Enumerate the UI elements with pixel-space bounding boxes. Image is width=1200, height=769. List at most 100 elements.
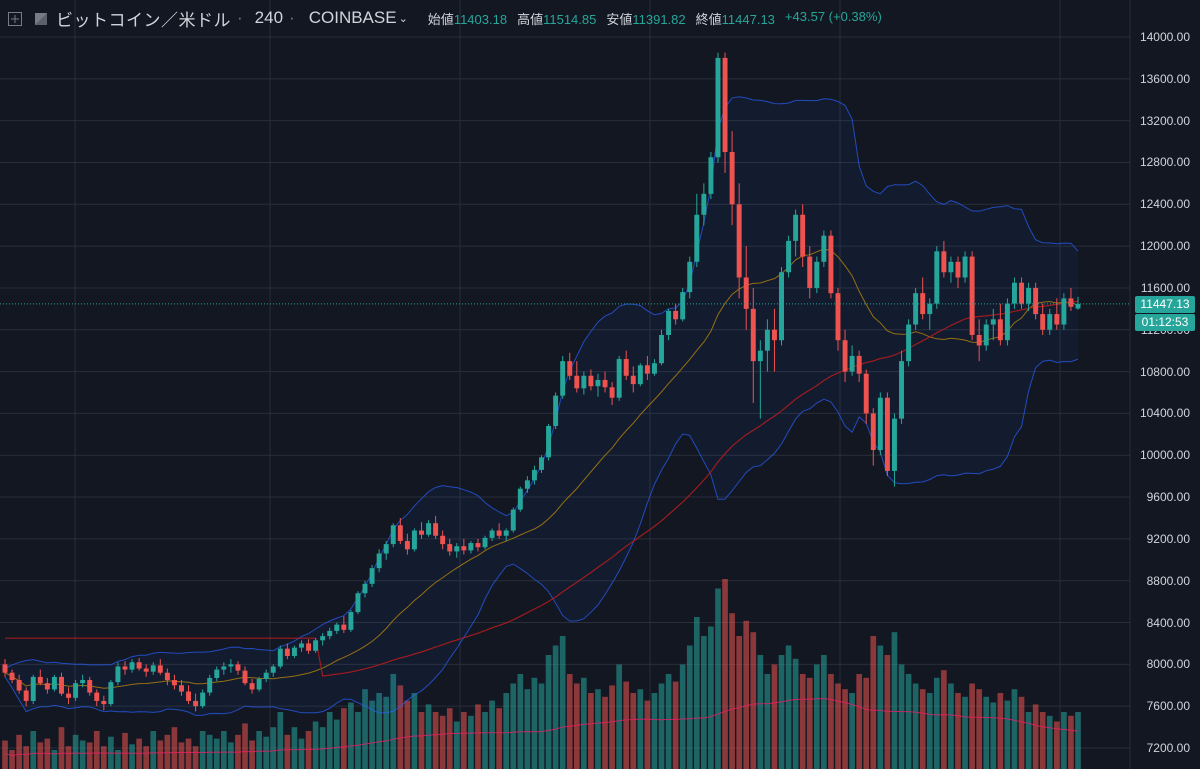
interval-label[interactable]: 240: [254, 8, 284, 27]
volume-bar: [23, 746, 30, 769]
volume-bar: [538, 683, 545, 769]
exchange-label[interactable]: COINBASE: [308, 8, 397, 27]
volume-bar: [432, 712, 439, 769]
volume-bar: [799, 674, 806, 769]
ohlc-close: 終値11447.13: [695, 11, 775, 27]
price-axis-label: 11600.00: [1140, 280, 1190, 295]
volume-bar: [658, 683, 665, 769]
candle-body: [355, 593, 361, 613]
candle-body: [30, 676, 36, 701]
candle-body: [341, 624, 347, 630]
volume-bar: [9, 750, 15, 769]
volume-bar: [990, 702, 997, 769]
volume-bar: [305, 731, 312, 769]
volume-bar: [926, 693, 933, 769]
volume-bar: [955, 693, 961, 769]
volume-ma-line: [4, 698, 1079, 757]
candle-body: [800, 214, 806, 257]
candle-body: [976, 334, 982, 346]
candle-body: [362, 583, 368, 594]
candle-body: [1004, 303, 1010, 341]
candle-body: [207, 677, 213, 693]
candle-body: [793, 214, 799, 241]
volume-bar: [489, 700, 495, 769]
volume-bar: [446, 708, 453, 769]
moving-average-long-line: [5, 300, 1079, 677]
countdown-tag: 01:12:53: [1135, 313, 1195, 331]
volume-bar: [616, 664, 622, 769]
ohlc-values: 始値11403.18 高値11514.85 安値11391.82 終値11447…: [428, 9, 882, 28]
volume-bar: [390, 674, 397, 769]
flag-icon[interactable]: [34, 11, 48, 25]
candle-body: [983, 324, 989, 346]
candle-body: [454, 546, 460, 552]
volume-bar: [129, 744, 135, 769]
volume-bar: [630, 693, 637, 769]
volume-bar: [757, 655, 764, 769]
candle-body: [143, 668, 149, 672]
volume-bar: [701, 636, 707, 769]
candle-body: [750, 308, 756, 362]
candle-body: [419, 530, 424, 535]
volume-bar: [722, 579, 728, 769]
volume-bar: [792, 658, 799, 769]
volume-bar: [1032, 704, 1039, 769]
symbol-name[interactable]: ビットコイン／米ドル: [56, 10, 231, 30]
volume-bar: [439, 715, 446, 769]
volume-bar: [919, 689, 926, 769]
volume-bar: [1011, 689, 1018, 769]
candle-body: [503, 530, 509, 536]
volume-bar: [1018, 696, 1025, 769]
candle-body: [807, 256, 813, 288]
volume-bar: [397, 685, 404, 769]
candle-body: [1011, 282, 1017, 304]
volume-bar: [221, 731, 227, 769]
candle-body: [913, 293, 919, 325]
volume-bar: [72, 734, 79, 769]
volume-bar: [298, 738, 305, 769]
volume-bar: [941, 670, 947, 769]
candle-body: [242, 670, 248, 684]
volume-bar: [1004, 700, 1011, 769]
candle-body: [263, 672, 269, 679]
volume-bar: [16, 734, 22, 769]
volume-bar: [651, 693, 658, 769]
price-axis-label: 13200.00: [1139, 113, 1190, 128]
candle-body: [920, 293, 926, 315]
volume-bar: [115, 750, 121, 769]
volume-bar: [778, 655, 785, 769]
volume-bar: [291, 727, 298, 769]
volume-bar: [277, 712, 284, 769]
candle-body: [842, 340, 848, 372]
price-axis-label: 13600.00: [1139, 71, 1190, 86]
chevron-down-icon[interactable]: ⌄: [398, 12, 408, 25]
candle-body: [786, 240, 792, 273]
candle-body: [369, 568, 375, 584]
volume-bar: [157, 740, 164, 769]
moving-average-short-line: [4, 248, 1079, 689]
volume-bar: [948, 683, 954, 769]
candle-body: [80, 680, 86, 684]
candle-body: [990, 319, 996, 325]
candle-body: [567, 361, 573, 376]
candle-body: [1040, 314, 1046, 330]
add-symbol-icon[interactable]: [8, 11, 22, 26]
candle-body: [214, 669, 220, 678]
candle-body: [835, 293, 841, 341]
candle-body: [602, 379, 608, 388]
volume-bar: [93, 731, 100, 769]
volume-bar: [1075, 712, 1081, 769]
volume-bar: [333, 719, 340, 769]
candle-body: [383, 544, 389, 554]
volume-bar: [856, 674, 862, 769]
volume-bar: [30, 731, 37, 769]
volume-bar: [976, 689, 982, 769]
volume-bar: [411, 693, 418, 769]
volume-bar: [729, 613, 735, 769]
candle-body: [23, 690, 29, 701]
candle-body: [630, 375, 636, 385]
volume-bar: [213, 738, 220, 769]
candle-body: [136, 662, 142, 669]
volume-bar: [326, 712, 333, 769]
